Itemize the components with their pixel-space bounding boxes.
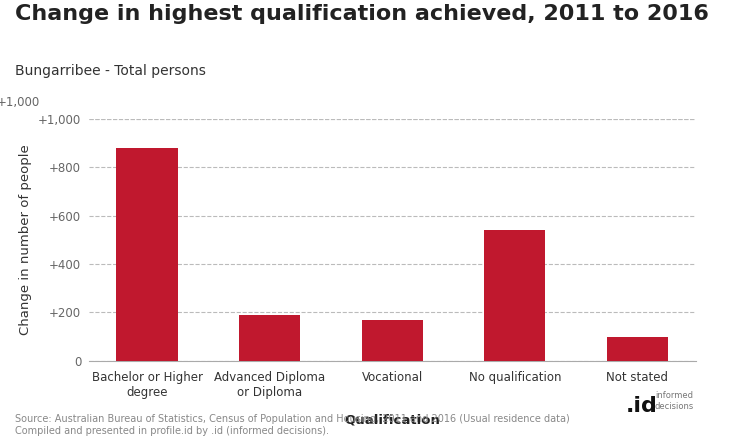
X-axis label: Qualification: Qualification (344, 413, 440, 426)
Bar (116, 148, 178, 361)
Bar (484, 230, 545, 361)
Bar (362, 319, 423, 361)
Text: +1,000: +1,000 (0, 96, 40, 109)
Bar (239, 315, 300, 361)
Text: Bungarribee - Total persons: Bungarribee - Total persons (15, 64, 206, 78)
Text: .id: .id (625, 396, 657, 416)
Y-axis label: Change in number of people: Change in number of people (19, 144, 33, 335)
Text: Change in highest qualification achieved, 2011 to 2016: Change in highest qualification achieved… (15, 4, 709, 24)
Text: Source: Australian Bureau of Statistics, Census of Population and Housing, 2011 : Source: Australian Bureau of Statistics,… (15, 414, 570, 436)
Text: informed
decisions: informed decisions (655, 391, 694, 411)
Bar (607, 337, 668, 361)
